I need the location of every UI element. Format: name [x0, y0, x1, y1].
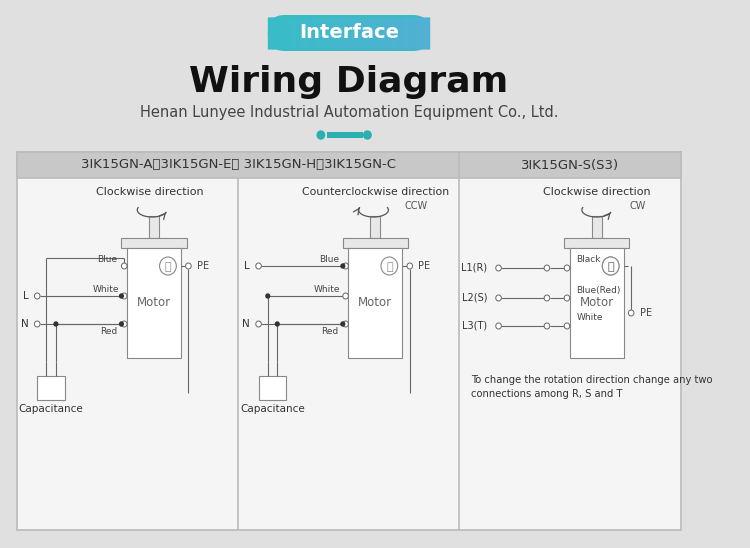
Circle shape: [496, 323, 501, 329]
Text: ⏚: ⏚: [608, 262, 614, 272]
Text: PE: PE: [196, 261, 209, 271]
Circle shape: [256, 263, 261, 269]
Bar: [328, 132, 363, 138]
Circle shape: [256, 321, 261, 327]
Bar: [564, 238, 629, 248]
Text: L2(S): L2(S): [462, 293, 488, 303]
Circle shape: [544, 295, 550, 301]
Text: N: N: [242, 319, 250, 329]
Text: Red: Red: [321, 328, 338, 336]
Text: Capacitance: Capacitance: [19, 404, 83, 414]
Circle shape: [343, 263, 349, 269]
Circle shape: [119, 322, 123, 326]
Bar: [122, 238, 187, 248]
Bar: [570, 248, 624, 358]
Text: White: White: [92, 284, 119, 294]
Text: L1(R): L1(R): [461, 263, 488, 273]
Bar: [370, 216, 380, 238]
Text: Motor: Motor: [358, 296, 392, 310]
Circle shape: [628, 310, 634, 316]
Text: CW: CW: [629, 201, 646, 211]
Circle shape: [54, 322, 58, 326]
Text: CCW: CCW: [405, 201, 427, 211]
Text: L: L: [244, 261, 250, 271]
Circle shape: [119, 294, 123, 298]
Circle shape: [564, 295, 570, 301]
Circle shape: [34, 321, 40, 327]
Text: White: White: [576, 313, 603, 323]
Circle shape: [564, 265, 570, 271]
Bar: [349, 248, 402, 358]
Text: Blue(Red): Blue(Red): [576, 286, 621, 294]
Circle shape: [341, 264, 345, 268]
Text: ⏚: ⏚: [386, 262, 393, 272]
Bar: [592, 216, 602, 238]
Text: Motor: Motor: [137, 296, 171, 310]
Text: connections among R, S and T: connections among R, S and T: [471, 389, 622, 399]
Text: PE: PE: [640, 308, 652, 318]
Circle shape: [407, 263, 413, 269]
Circle shape: [496, 295, 501, 301]
Circle shape: [34, 293, 40, 299]
Text: Red: Red: [100, 328, 117, 336]
Bar: [16, 152, 681, 530]
Circle shape: [602, 257, 619, 275]
Text: ⏚: ⏚: [165, 262, 171, 272]
Text: N: N: [21, 319, 28, 329]
Circle shape: [564, 323, 570, 329]
Text: Black: Black: [576, 255, 601, 265]
Text: L3(T): L3(T): [462, 321, 488, 331]
Circle shape: [602, 257, 619, 275]
Text: Blue: Blue: [98, 254, 118, 264]
Circle shape: [160, 257, 176, 275]
Bar: [259, 376, 286, 400]
Text: 3IK15GN-A、3IK15GN-E、 3IK15GN-H、3IK15GN-C: 3IK15GN-A、3IK15GN-E、 3IK15GN-H、3IK15GN-C: [80, 158, 395, 172]
Circle shape: [122, 321, 127, 327]
Circle shape: [381, 257, 398, 275]
Circle shape: [275, 322, 279, 326]
Circle shape: [317, 131, 325, 139]
Bar: [38, 376, 65, 400]
Text: To change the rotation direction change any two: To change the rotation direction change …: [471, 375, 712, 385]
Text: ⏚: ⏚: [608, 262, 614, 272]
Text: Clockwise direction: Clockwise direction: [95, 187, 203, 197]
Circle shape: [185, 263, 191, 269]
Text: Motor: Motor: [580, 296, 614, 310]
Bar: [16, 152, 681, 178]
Bar: [343, 238, 408, 248]
Circle shape: [544, 323, 550, 329]
Circle shape: [122, 293, 127, 299]
Text: 3IK15GN-S(S3): 3IK15GN-S(S3): [521, 158, 620, 172]
Circle shape: [364, 131, 371, 139]
Circle shape: [496, 265, 501, 271]
Text: Henan Lunyee Industrial Automation Equipment Co., Ltd.: Henan Lunyee Industrial Automation Equip…: [140, 105, 558, 119]
Circle shape: [343, 293, 349, 299]
Text: White: White: [314, 284, 340, 294]
Bar: [127, 248, 181, 358]
Circle shape: [343, 321, 349, 327]
Text: PE: PE: [419, 261, 430, 271]
Text: Clockwise direction: Clockwise direction: [543, 187, 650, 197]
Text: Blue: Blue: [319, 254, 339, 264]
Text: L: L: [23, 291, 28, 301]
Text: Interface: Interface: [298, 24, 399, 43]
Circle shape: [544, 265, 550, 271]
FancyBboxPatch shape: [268, 15, 430, 51]
Circle shape: [122, 263, 127, 269]
Circle shape: [266, 294, 270, 298]
Bar: [149, 216, 159, 238]
Text: Counterclockwise direction: Counterclockwise direction: [302, 187, 449, 197]
Circle shape: [341, 322, 345, 326]
Text: Wiring Diagram: Wiring Diagram: [189, 65, 509, 99]
Text: Capacitance: Capacitance: [240, 404, 305, 414]
